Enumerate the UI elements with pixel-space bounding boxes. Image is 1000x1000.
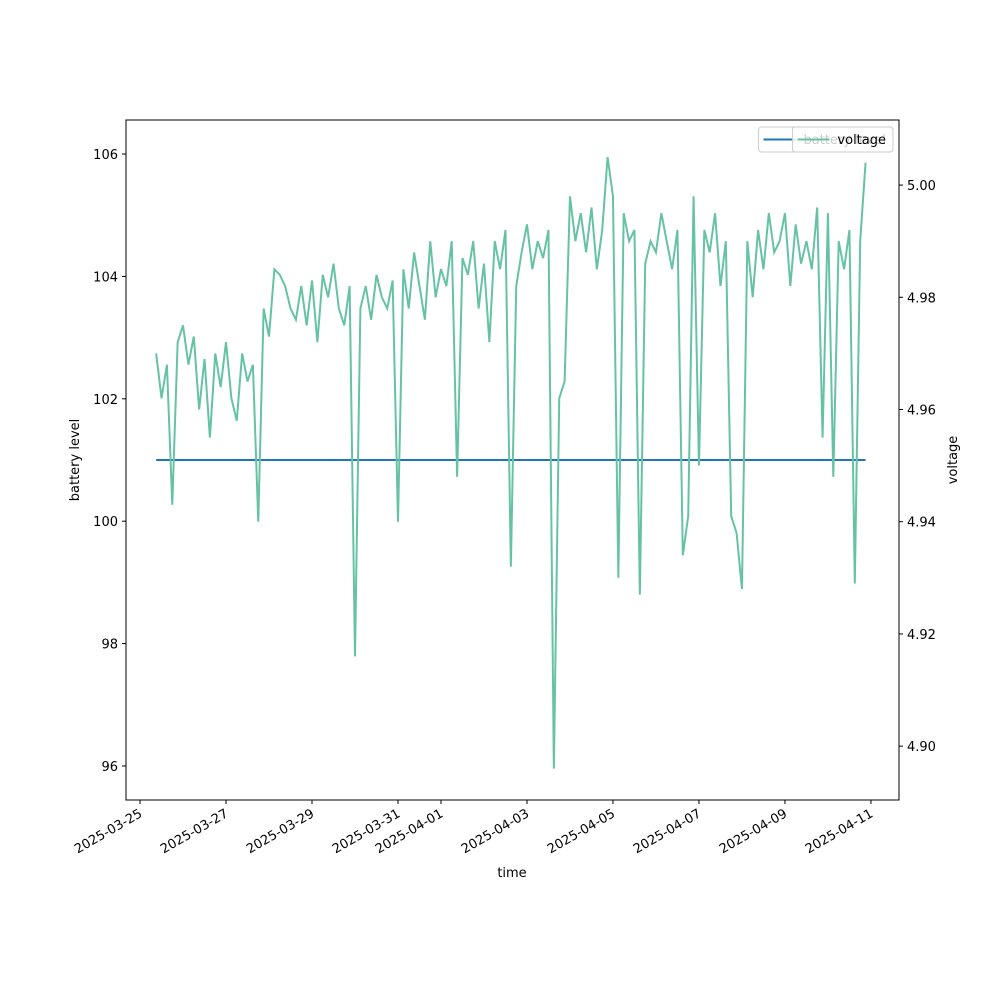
x-tick-label: 2025-03-27	[158, 806, 231, 857]
y2-tick-label: 4.96	[907, 404, 936, 419]
x-tick-label: 2025-04-09	[717, 806, 790, 857]
line-series	[155, 156, 867, 769]
plot-frame	[125, 119, 900, 801]
legend-label: voltage	[837, 133, 886, 148]
x-tick-label: 2025-04-03	[459, 806, 532, 857]
y-tick-label: 106	[93, 148, 118, 163]
y2-tick-label: 4.92	[907, 628, 936, 643]
y-axis-label: battery level	[68, 419, 83, 502]
y2-tick-label: 5.00	[907, 179, 936, 194]
y2-tick-label: 4.98	[907, 291, 936, 306]
y2-tick-label: 4.90	[907, 740, 936, 755]
x-axis-label: time	[497, 866, 526, 881]
legend-box	[791, 126, 894, 153]
x-tick-label: 2025-04-11	[803, 806, 876, 857]
y-tick-label: 98	[101, 638, 118, 653]
y-tick-label: 104	[93, 270, 118, 285]
y2-axis-label: voltage	[946, 436, 961, 485]
y-tick-label: 96	[101, 760, 118, 775]
y-tick-label: 100	[93, 515, 118, 530]
x-tick-label: 2025-03-25	[72, 806, 145, 857]
legend: voltage	[791, 126, 894, 153]
x-tick-label: 2025-04-05	[545, 806, 618, 857]
y2-tick-label: 4.94	[907, 516, 936, 531]
y-tick-label: 102	[93, 393, 118, 408]
x-tick-label: 2025-03-29	[244, 806, 317, 857]
x-tick-label: 2025-04-07	[631, 806, 704, 857]
